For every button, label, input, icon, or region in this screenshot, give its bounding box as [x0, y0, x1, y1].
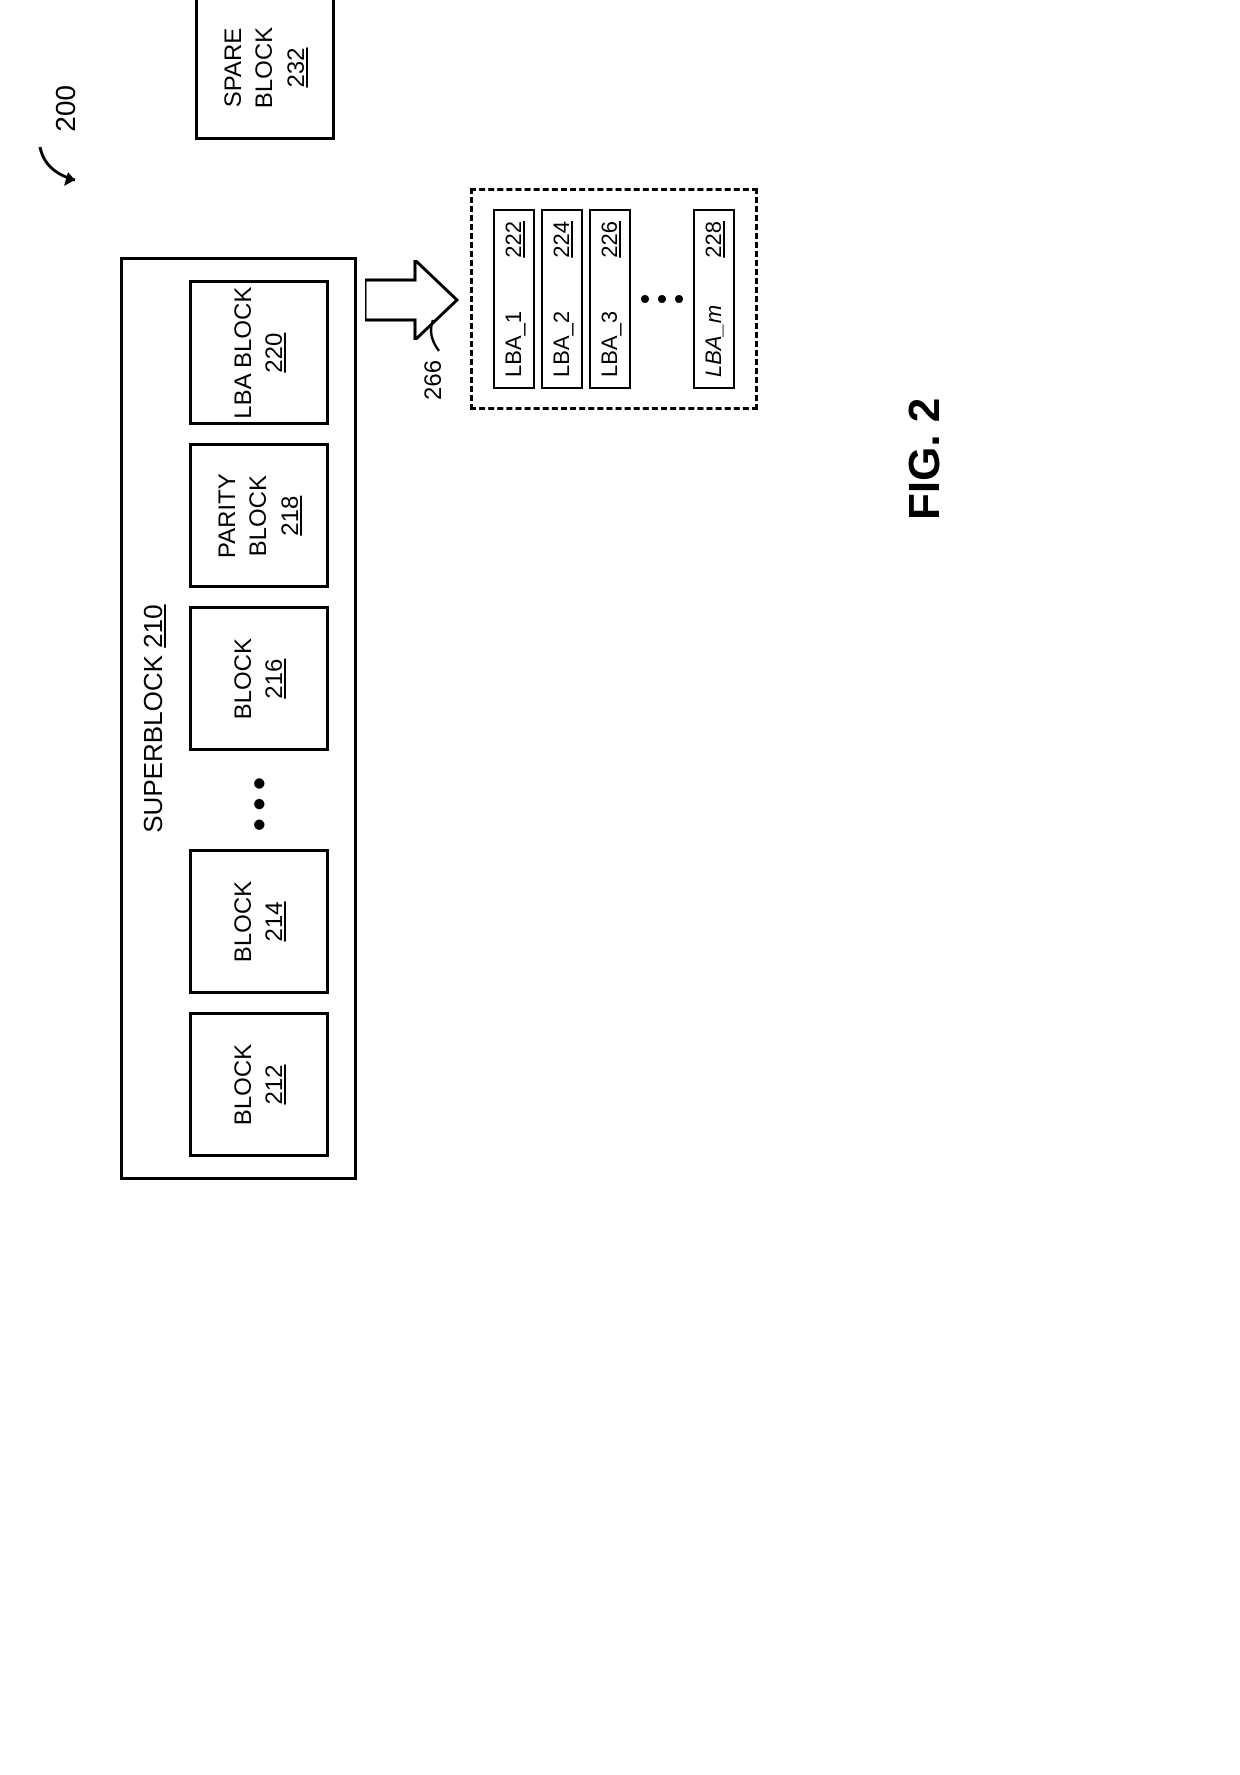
block-item: BLOCK 214: [189, 849, 329, 994]
superblock-blocks-row: BLOCK 212 BLOCK 214 ••• BLOCK 216 PARITY…: [189, 280, 329, 1157]
vertical-ellipsis-icon: •••: [637, 294, 687, 304]
block-label: BLOCK: [228, 1044, 259, 1125]
lba-ref: 224: [549, 221, 575, 258]
block-item: BLOCK 216: [189, 606, 329, 751]
ellipsis-icon: •••: [189, 769, 329, 831]
block-label: LBA BLOCK: [228, 287, 259, 419]
figure-ref-number: 200: [50, 85, 82, 132]
lba-ref: 228: [701, 221, 727, 258]
lba-label: LBA_2: [549, 311, 575, 377]
lba-entry: LBA_2 224: [541, 209, 583, 389]
lba-entry: LBA_1 222: [493, 209, 535, 389]
superblock-title-text: SUPERBLOCK: [138, 655, 168, 833]
lba-label: LBA_m: [701, 305, 727, 377]
arrow-ref-label: 266: [420, 318, 448, 400]
block-ref: 232: [281, 47, 312, 87]
leader-line-icon: [425, 318, 445, 353]
curved-arrow-icon: [30, 132, 90, 192]
lba-ref: 222: [501, 221, 527, 258]
lba-entry: LBA_3 226: [589, 209, 631, 389]
spare-block-item: SPARE BLOCK 232: [195, 0, 335, 140]
diagram-canvas: 200 SUPERBLOCK 210 BLOCK 212 BLOCK 214 •…: [0, 0, 1240, 1240]
figure-ref-arrow: 200: [30, 80, 90, 192]
lba-detail-box: LBA_1 222 LBA_2 224 LBA_3 226 ••• LBA_m …: [470, 188, 758, 410]
block-ref: 212: [259, 1064, 290, 1104]
block-ref: 216: [259, 659, 290, 699]
lba-ref: 226: [597, 221, 623, 258]
lba-label: LBA_1: [501, 311, 527, 377]
parity-block-item: PARITY BLOCK 218: [189, 443, 329, 588]
block-label: BLOCK: [228, 638, 259, 719]
superblock-title: SUPERBLOCK 210: [138, 280, 169, 1157]
block-ref: 218: [275, 496, 306, 536]
lba-block-item: LBA BLOCK 220: [189, 280, 329, 425]
block-ref: 220: [259, 333, 290, 373]
block-item: BLOCK 212: [189, 1012, 329, 1157]
arrow-ref: 266: [420, 360, 447, 400]
superblock-title-ref: 210: [138, 604, 168, 647]
block-label: SPARE BLOCK: [218, 0, 280, 137]
superblock-container: SUPERBLOCK 210 BLOCK 212 BLOCK 214 ••• B…: [120, 257, 357, 1180]
lba-label: LBA_3: [597, 311, 623, 377]
lba-entry: LBA_m 228: [693, 209, 735, 389]
figure-caption: FIG. 2: [900, 398, 950, 520]
block-ref: 214: [259, 901, 290, 941]
spare-blocks-row: SPARE BLOCK 232 ••• SPARE BLOCK 234: [195, 0, 335, 140]
block-label: PARITY BLOCK: [212, 446, 274, 585]
block-label: BLOCK: [228, 881, 259, 962]
